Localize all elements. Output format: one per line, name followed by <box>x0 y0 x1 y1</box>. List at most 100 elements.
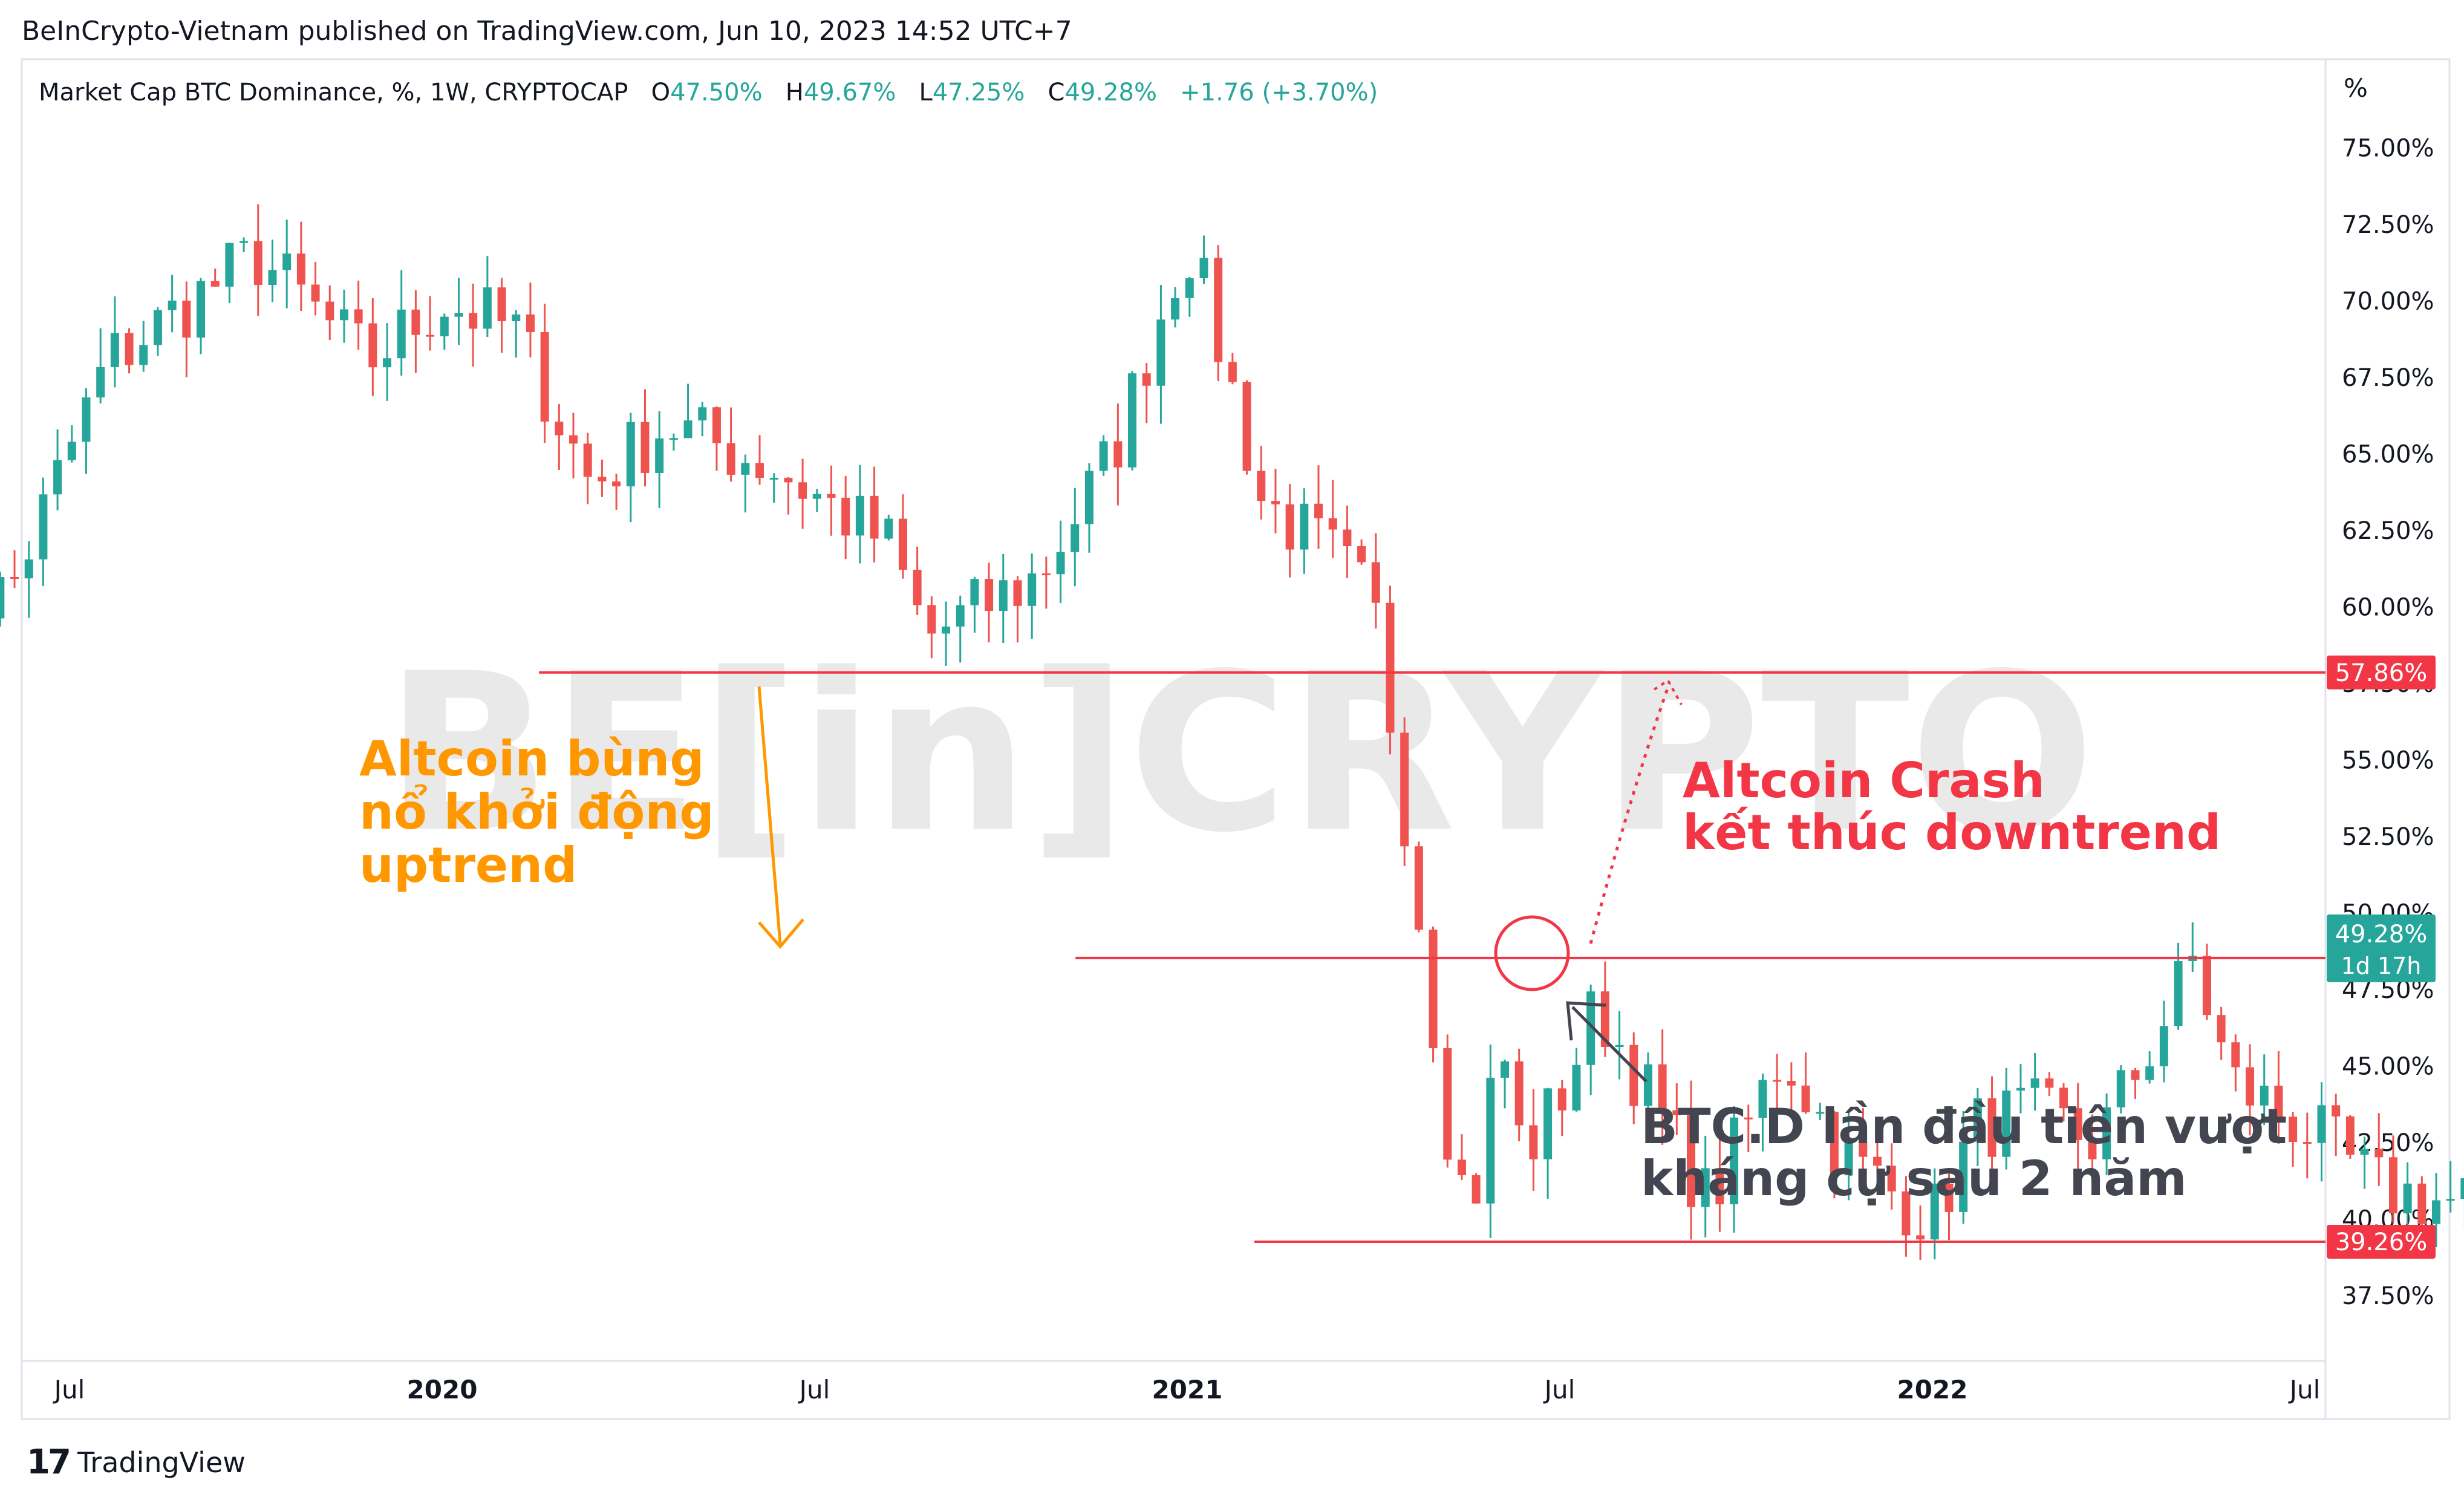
legend-change: +1.76 (+3.70%) <box>1180 79 1378 106</box>
y-tick-label: 60.00% <box>2342 594 2434 622</box>
x-tick-label: 2022 <box>1897 1375 1968 1404</box>
candle-body <box>1371 562 1380 603</box>
candle-body <box>1185 278 1194 298</box>
candle-body <box>411 309 420 335</box>
candle-body <box>1987 1098 1996 1157</box>
candle-body <box>726 443 735 475</box>
candle-body <box>540 331 549 422</box>
candle-body <box>2332 1105 2341 1117</box>
candle-body <box>1501 1061 1510 1078</box>
candle-body <box>1529 1125 1538 1159</box>
candle-body <box>1672 1110 1681 1115</box>
candle-body <box>683 420 693 439</box>
candle-body <box>784 477 793 483</box>
tradingview-logo-icon: 17 <box>27 1443 71 1482</box>
candle-body <box>296 253 305 285</box>
candle-body <box>855 495 864 536</box>
candle-body <box>555 422 564 435</box>
candle-body <box>2432 1200 2441 1224</box>
watermark: BE[in]CRYPTO <box>385 627 2095 880</box>
level-price-tag <box>2327 1224 2436 1259</box>
candle-body <box>139 345 148 365</box>
candle-body <box>985 579 994 612</box>
candle-body <box>1414 846 1423 930</box>
y-tick-label: 67.50% <box>2342 364 2434 392</box>
y-tick-label: 72.50% <box>2342 211 2434 239</box>
candle-body <box>2317 1105 2326 1143</box>
price-labels: 57.86%48.53%39.26%49.28%1d 17h <box>2327 655 2436 1259</box>
candle-body <box>182 300 191 338</box>
candle-body <box>2274 1085 2283 1117</box>
candle-body <box>884 518 893 539</box>
candle-body <box>526 314 535 332</box>
legend-o-value: 47.50% <box>670 79 763 106</box>
candle-body <box>1629 1045 1638 1106</box>
candle-body <box>583 443 592 477</box>
annotation-marks <box>757 679 1683 1083</box>
candle-body <box>2446 1199 2455 1201</box>
candle-body <box>1142 373 1151 386</box>
candle-body <box>898 518 907 570</box>
y-tick-label: 75.00% <box>2342 135 2434 163</box>
y-tick-label: 45.00% <box>2342 1053 2434 1081</box>
candle-body <box>970 579 979 605</box>
candle-body <box>2045 1078 2054 1088</box>
candle-body <box>1328 518 1337 530</box>
candle-body <box>354 309 363 324</box>
candle-body <box>698 407 707 421</box>
candle-body <box>1615 1045 1624 1047</box>
candle-body <box>1959 1141 1968 1212</box>
candle-body <box>67 442 76 460</box>
candle-body <box>426 334 435 337</box>
candle-body <box>1944 1183 1954 1212</box>
candle-body <box>1084 471 1093 524</box>
candle-body <box>956 605 965 627</box>
candle-body <box>598 477 607 481</box>
legend-symbol: Market Cap BTC Dominance, %, 1W, CRYPTOC… <box>39 79 628 106</box>
projection-arrow-head <box>1653 679 1683 705</box>
candle-body <box>1400 732 1409 847</box>
candle-body <box>483 287 492 329</box>
candle-body <box>1214 258 1223 362</box>
candle-body <box>282 253 292 270</box>
candle-body <box>2417 1183 2427 1224</box>
gray-arrow-head <box>1566 1001 1606 1041</box>
candle-body <box>2217 1015 2226 1043</box>
legend-c-value: 49.28% <box>1064 79 1157 106</box>
candle-body <box>1787 1080 1796 1086</box>
candle-body <box>2131 1070 2140 1080</box>
candle-body <box>368 323 377 368</box>
candle-body <box>841 497 850 536</box>
candle-body <box>741 463 750 475</box>
annotation-right-line: kết thúc downtrend <box>1683 804 2221 861</box>
candle-body <box>2202 956 2211 1016</box>
footer[interactable]: 17 TradingView <box>27 1443 246 1482</box>
current-price-tag <box>2327 914 2436 982</box>
candle-body <box>755 463 764 478</box>
breakout-circle <box>1494 915 1570 991</box>
candle-body <box>1744 1117 1753 1120</box>
candle-body <box>1902 1191 1911 1236</box>
candle-body <box>626 422 635 487</box>
candle-body <box>210 281 220 287</box>
candle-body <box>2116 1070 2125 1107</box>
candle-body <box>2174 961 2183 1026</box>
candle-body <box>1543 1088 1553 1159</box>
footer-brand: TradingView <box>77 1446 246 1479</box>
candle-body <box>2388 1157 2397 1214</box>
candle-body <box>2159 1026 2168 1066</box>
y-tick-label: 70.00% <box>2342 288 2434 316</box>
candle-body <box>39 494 48 559</box>
candle-body <box>1930 1183 1939 1240</box>
candle-body <box>2360 1149 2369 1155</box>
candle-body <box>1758 1080 1767 1118</box>
candle-body <box>2303 1142 2312 1144</box>
candle-body <box>1773 1080 1782 1082</box>
candle-body <box>469 313 478 329</box>
y-axis-unit: % <box>2344 73 2368 103</box>
y-tick-label: 42.50% <box>2342 1129 2434 1157</box>
horizontal-levels <box>539 671 2325 1243</box>
candle-body <box>1041 573 1051 576</box>
